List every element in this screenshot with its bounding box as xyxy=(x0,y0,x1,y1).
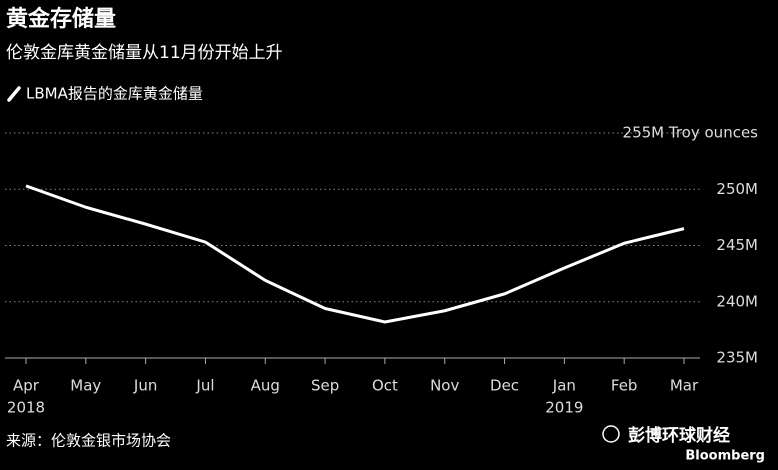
y-tick-label: 235M xyxy=(716,349,758,367)
chart-title: 黄金存储量 xyxy=(6,6,116,32)
brand: 彭博环球财经 xyxy=(628,425,730,446)
x-year-label: 2019 xyxy=(545,399,583,417)
brand-sub: Bloomberg xyxy=(685,449,765,464)
x-tick-label: Mar xyxy=(670,377,699,395)
y-tick-label: 245M xyxy=(716,236,758,254)
x-tick-label: Jun xyxy=(133,377,157,395)
x-year-label: 2018 xyxy=(7,399,45,417)
x-tick-label: Nov xyxy=(430,377,459,395)
x-tick-label: Sep xyxy=(311,377,339,395)
x-tick-label: Apr xyxy=(13,377,40,395)
x-tick-label: Feb xyxy=(611,377,638,395)
x-tick-label: May xyxy=(70,377,101,395)
chart-subtitle: 伦敦金库黄金储量从11月份开始上升 xyxy=(6,43,283,63)
y-tick-label: 250M xyxy=(716,180,758,198)
x-tick-label: Dec xyxy=(490,377,519,395)
x-tick-label: Aug xyxy=(251,377,280,395)
line-series xyxy=(25,184,685,324)
brand-icon xyxy=(602,425,620,443)
source: 来源：伦敦金银市场协会 xyxy=(6,432,171,450)
legend-label: LBMA报告的金库黄金储量 xyxy=(26,85,203,103)
legend-swatch xyxy=(7,86,21,102)
x-tick-label: Jul xyxy=(195,377,214,395)
x-tick-label: Oct xyxy=(372,377,398,395)
y-tick-label: 255M Troy ounces xyxy=(623,124,759,142)
x-tick-label: Jan xyxy=(552,377,576,395)
y-tick-label: 240M xyxy=(716,292,758,310)
